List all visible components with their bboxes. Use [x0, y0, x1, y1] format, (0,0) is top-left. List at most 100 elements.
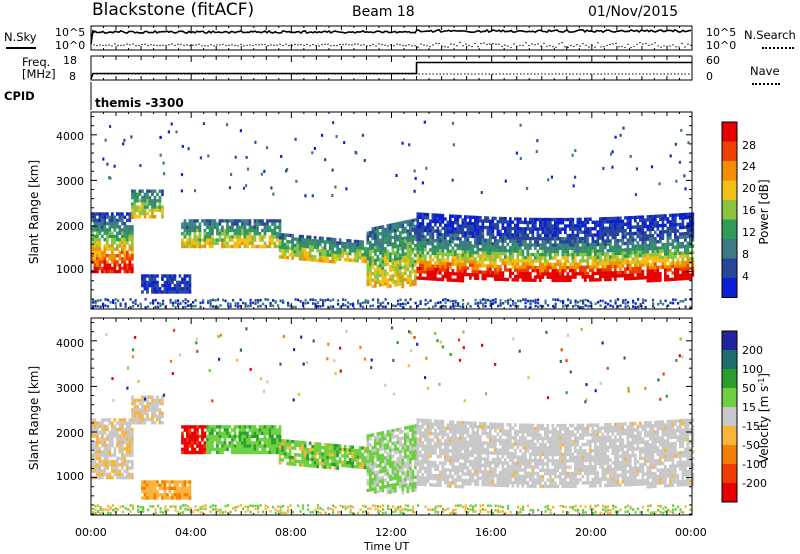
data-cell — [606, 268, 610, 272]
data-cell — [471, 222, 475, 226]
data-cell — [416, 450, 420, 454]
data-cell — [524, 268, 527, 273]
data-cell — [181, 225, 184, 229]
data-cell — [406, 258, 410, 262]
data-cell — [449, 236, 452, 241]
data-cell — [444, 226, 447, 231]
data-cell — [131, 231, 134, 235]
data-cell — [456, 234, 460, 238]
data-cell — [624, 251, 627, 255]
data-cell — [374, 233, 377, 237]
data-cell — [409, 261, 412, 265]
data-cell — [278, 228, 282, 233]
data-cell — [121, 250, 124, 255]
data-cell — [484, 248, 487, 252]
data-cell — [509, 252, 512, 256]
data-cell — [399, 256, 402, 261]
data-cell — [306, 254, 309, 258]
data-cell — [391, 229, 395, 233]
data-cell — [616, 251, 620, 256]
sparse-echo — [408, 143, 411, 147]
data-cell — [258, 441, 262, 445]
data-cell — [111, 260, 114, 264]
data-cell — [481, 228, 485, 233]
data-cell — [356, 259, 359, 263]
data-cell — [389, 484, 392, 488]
data-cell — [651, 214, 655, 219]
data-cell — [141, 277, 144, 281]
data-cell — [671, 220, 675, 224]
ground-scatter-cell — [264, 304, 267, 308]
data-cell — [421, 257, 425, 261]
data-cell — [98, 472, 102, 477]
data-cell — [156, 398, 159, 403]
data-cell — [409, 225, 412, 230]
data-cell — [266, 244, 269, 249]
data-cell — [258, 431, 262, 435]
data-cell — [116, 456, 119, 461]
ground-scatter-cell — [527, 299, 530, 303]
data-cell — [353, 455, 357, 459]
data-cell — [599, 233, 602, 237]
data-cell — [101, 424, 104, 429]
data-cell — [381, 241, 385, 245]
data-cell — [168, 489, 172, 494]
data-cell — [526, 249, 530, 253]
data-cell — [531, 236, 535, 241]
data-cell — [276, 219, 279, 223]
data-cell — [511, 252, 515, 256]
data-cell — [379, 232, 382, 236]
data-cell — [148, 493, 152, 497]
data-cell — [424, 235, 427, 239]
data-cell — [416, 212, 420, 216]
data-cell — [108, 221, 112, 226]
ground-scatter-cell — [617, 305, 620, 308]
data-cell — [121, 257, 124, 261]
data-cell — [118, 244, 122, 248]
data-cell — [376, 489, 380, 494]
data-cell — [181, 438, 184, 442]
data-cell — [118, 241, 122, 245]
ground-scatter-cell — [637, 298, 640, 301]
data-cell — [178, 280, 182, 285]
data-cell — [348, 461, 352, 465]
data-cell — [323, 452, 327, 456]
data-cell — [91, 440, 94, 445]
data-cell — [193, 235, 197, 239]
data-cell — [489, 248, 492, 252]
data-cell — [606, 274, 610, 278]
data-cell — [231, 441, 234, 445]
data-cell — [394, 222, 397, 226]
data-cell — [389, 236, 392, 240]
data-cell — [268, 219, 272, 223]
data-cell — [434, 213, 437, 217]
data-cell — [366, 472, 370, 477]
data-cell — [576, 243, 580, 247]
data-cell — [333, 250, 337, 255]
data-cell — [416, 234, 420, 239]
data-cell — [419, 260, 422, 264]
data-cell — [156, 208, 159, 213]
data-cell — [93, 225, 97, 229]
data-cell — [379, 466, 382, 471]
data-cell — [414, 272, 417, 277]
data-cell — [336, 244, 339, 248]
data-cell — [306, 245, 309, 249]
data-cell — [381, 250, 385, 255]
ground-scatter-cell — [384, 298, 387, 301]
data-cell — [391, 477, 395, 481]
data-cell — [511, 262, 515, 266]
data-cell — [621, 235, 625, 239]
data-cell — [561, 217, 565, 222]
data-cell — [669, 261, 672, 266]
data-cell — [241, 450, 244, 455]
data-cell — [356, 246, 359, 250]
data-cell — [554, 269, 557, 273]
data-cell — [661, 255, 665, 260]
data-cell — [659, 275, 662, 279]
data-cell — [123, 237, 127, 242]
data-cell — [374, 245, 377, 250]
data-cell — [376, 242, 380, 246]
data-cell — [303, 251, 307, 255]
data-cell — [161, 401, 164, 406]
